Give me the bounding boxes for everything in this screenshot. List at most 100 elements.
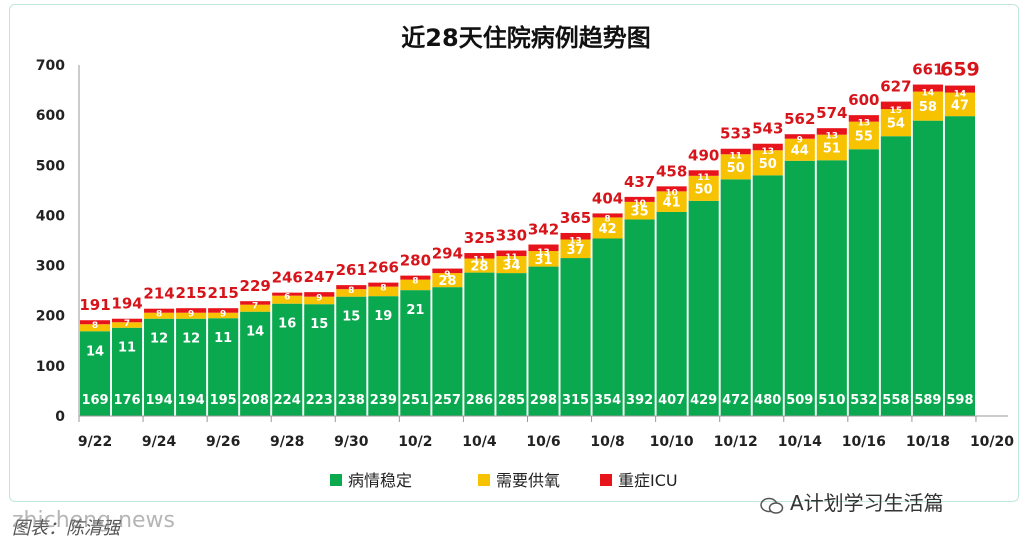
stable-bar-segment (656, 211, 687, 416)
x-tick-label: 9/24 (142, 434, 177, 450)
x-tick-label: 9/30 (334, 434, 369, 450)
legend-swatch (600, 474, 612, 486)
total-value-label: 437 (624, 173, 655, 191)
total-value-label: 574 (816, 104, 847, 122)
legend-label: 重症ICU (618, 471, 678, 490)
oxygen-value-label: 14 (246, 325, 264, 340)
oxygen-value-label: 54 (887, 117, 905, 132)
stable-value-label: 598 (946, 393, 973, 408)
oxygen-value-label: 19 (374, 309, 392, 324)
stable-bar-segment (464, 272, 495, 416)
oxygen-bar-segment (79, 324, 111, 332)
oxygen-value-label: 41 (663, 196, 681, 211)
total-value-label: 191 (79, 296, 110, 314)
stable-value-label: 407 (658, 393, 685, 408)
legend-swatch (330, 474, 342, 486)
icu-value-label: 9 (316, 294, 322, 304)
total-value-label: 543 (752, 120, 783, 138)
stable-bar-segment (272, 303, 303, 416)
total-value-label: 261 (336, 261, 367, 279)
oxygen-bar-segment (496, 256, 527, 274)
x-tick-label: 10/14 (778, 434, 822, 450)
oxygen-value-label: 42 (599, 222, 617, 237)
oxygen-value-label: 58 (919, 100, 937, 115)
oxygen-bar-segment (784, 138, 815, 161)
stable-bar-segment (752, 175, 783, 416)
icu-bar-segment (560, 232, 591, 240)
y-tick-label: 700 (36, 58, 65, 74)
x-tick-label: 10/12 (714, 434, 758, 450)
icu-value-label: 10 (665, 188, 678, 198)
oxygen-value-label: 12 (150, 332, 168, 347)
stable-value-label: 480 (754, 393, 781, 408)
oxygen-value-label: 50 (727, 161, 745, 176)
x-tick-label: 9/28 (270, 434, 304, 450)
stable-value-label: 195 (210, 393, 237, 408)
legend-label: 需要供氧 (496, 471, 560, 490)
oxygen-value-label: 35 (631, 205, 649, 220)
oxygen-bar-segment (272, 295, 303, 304)
stable-bar-segment (784, 160, 815, 416)
icu-bar-segment (111, 318, 143, 323)
total-value-label: 330 (496, 227, 527, 245)
stable-bar-segment (304, 304, 335, 416)
oxygen-bar-segment (400, 279, 431, 291)
icu-value-label: 6 (284, 293, 290, 303)
stable-value-label: 194 (178, 393, 205, 408)
stable-bar-segment (432, 287, 463, 416)
stable-value-label: 392 (626, 393, 653, 408)
chart-title: 近28天住院病例趋势图 (401, 24, 650, 52)
total-value-label: 246 (272, 269, 303, 287)
oxygen-bar-segment (368, 286, 399, 297)
oxygen-bar-segment (688, 175, 719, 201)
legend: 病情稳定 需要供氧 重症ICU (330, 471, 678, 490)
x-tick-label: 10/4 (462, 434, 497, 450)
x-tick-label: 10/6 (526, 434, 560, 450)
total-value-label: 562 (784, 110, 815, 128)
stable-value-label: 429 (690, 393, 717, 408)
icu-value-label: 8 (156, 310, 162, 320)
icu-value-label: 10 (633, 199, 646, 209)
icu-value-label: 7 (252, 302, 258, 312)
total-value-label: 194 (111, 295, 142, 313)
icu-value-label: 13 (826, 132, 839, 142)
oxygen-bar-segment (336, 289, 367, 297)
watermark-right: A计划学习生活篇 (760, 487, 944, 516)
oxygen-value-label: 15 (310, 317, 328, 332)
stable-value-label: 285 (498, 393, 525, 408)
total-value-label: 266 (368, 259, 399, 277)
oxygen-value-label: 44 (791, 144, 809, 159)
stable-value-label: 223 (306, 393, 333, 408)
stable-bar-segment (111, 327, 143, 416)
legend-label: 病情稳定 (348, 471, 412, 490)
y-tick-label: 500 (36, 158, 65, 174)
total-value-label: 229 (240, 277, 271, 295)
watermark-left-text: 图表：陈清强 (12, 518, 120, 539)
oxygen-value-label: 15 (342, 310, 360, 325)
icu-bar-segment (752, 143, 783, 151)
stable-value-label: 532 (850, 393, 877, 408)
x-tick-label: 9/26 (206, 434, 240, 450)
stable-value-label: 286 (466, 393, 493, 408)
icu-bar-segment (880, 101, 911, 110)
icu-bar-segment (368, 282, 399, 287)
icu-bar-segment (784, 134, 815, 139)
total-value-label: 294 (432, 245, 463, 263)
total-value-label: 404 (592, 189, 623, 207)
stable-bar-segment (848, 149, 879, 417)
icu-bar-segment (816, 128, 847, 135)
stable-value-label: 509 (786, 393, 813, 408)
oxygen-value-label: 21 (406, 303, 424, 318)
total-value-label: 342 (528, 221, 559, 239)
total-value-label: 661 (912, 61, 943, 79)
oxygen-value-label: 11 (214, 331, 232, 346)
x-tick-label: 10/8 (590, 434, 624, 450)
icu-value-label: 11 (505, 253, 518, 263)
icu-value-label: 8 (412, 277, 418, 287)
total-value-label: 365 (560, 209, 591, 227)
icu-value-label: 8 (348, 286, 354, 296)
oxygen-bar-segment (176, 312, 207, 319)
total-value-label: 627 (880, 78, 911, 96)
total-value-label: 458 (656, 162, 687, 180)
